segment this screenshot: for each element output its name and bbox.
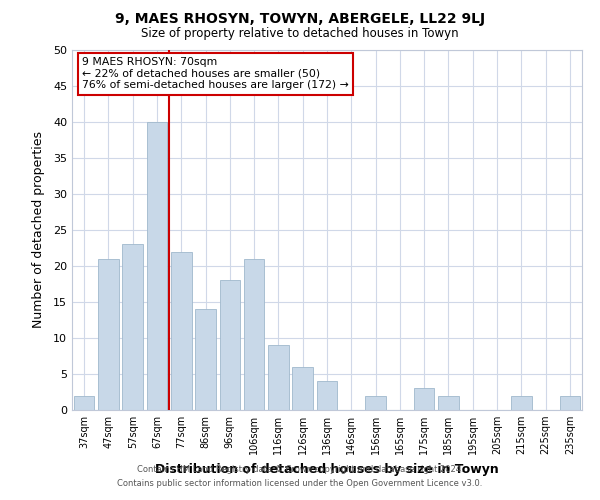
Bar — [438, 396, 459, 410]
Bar — [171, 252, 191, 410]
Bar — [244, 259, 265, 410]
Bar — [292, 367, 313, 410]
Text: 9, MAES RHOSYN, TOWYN, ABERGELE, LL22 9LJ: 9, MAES RHOSYN, TOWYN, ABERGELE, LL22 9L… — [115, 12, 485, 26]
Bar — [317, 381, 337, 410]
Bar — [146, 122, 167, 410]
Bar — [98, 259, 119, 410]
Bar — [122, 244, 143, 410]
Text: Size of property relative to detached houses in Towyn: Size of property relative to detached ho… — [141, 28, 459, 40]
X-axis label: Distribution of detached houses by size in Towyn: Distribution of detached houses by size … — [155, 462, 499, 475]
Bar — [414, 388, 434, 410]
Bar — [220, 280, 240, 410]
Y-axis label: Number of detached properties: Number of detached properties — [32, 132, 44, 328]
Bar — [365, 396, 386, 410]
Bar — [511, 396, 532, 410]
Text: Contains HM Land Registry data © Crown copyright and database right 2024.
Contai: Contains HM Land Registry data © Crown c… — [118, 466, 482, 487]
Text: 9 MAES RHOSYN: 70sqm
← 22% of detached houses are smaller (50)
76% of semi-detac: 9 MAES RHOSYN: 70sqm ← 22% of detached h… — [82, 57, 349, 90]
Bar — [268, 345, 289, 410]
Bar — [560, 396, 580, 410]
Bar — [74, 396, 94, 410]
Bar — [195, 309, 216, 410]
